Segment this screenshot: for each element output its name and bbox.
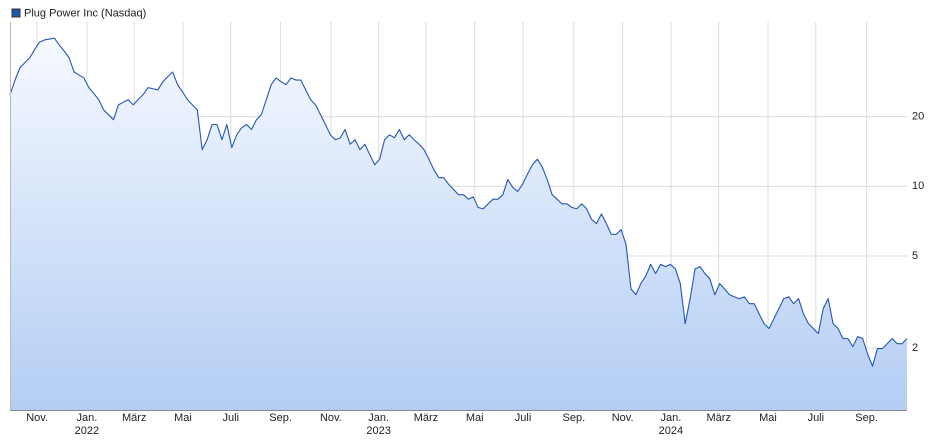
x-year-label: 2023: [366, 425, 390, 437]
x-year-label: 2024: [659, 425, 683, 437]
x-tick-label: Sep.: [855, 412, 878, 424]
x-tick-label: März: [414, 412, 438, 424]
legend-swatch: [11, 8, 21, 18]
legend-label: Plug Power Inc (Nasdaq): [24, 7, 146, 19]
x-tick-label: Sep.: [563, 412, 586, 424]
x-year-label: 2022: [75, 425, 99, 437]
line: [9, 37, 908, 367]
x-tick-label: März: [122, 412, 146, 424]
y-tick-label: 2: [912, 342, 918, 354]
y-tick-label: 10: [912, 180, 924, 192]
x-tick-label: Mai: [174, 412, 192, 424]
x-tick-label: Sep.: [269, 412, 292, 424]
x-tick-label: Jan.: [661, 412, 682, 424]
x-tick-label: Jan.: [368, 412, 389, 424]
x-tick-label: Mai: [466, 412, 484, 424]
x-tick-label: Nov.: [612, 412, 634, 424]
x-tick-label: Nov.: [320, 412, 342, 424]
y-tick-label: 5: [912, 250, 918, 262]
x-tick-label: Juli: [808, 412, 825, 424]
area: [10, 38, 907, 411]
y-tick-label: 20: [912, 111, 924, 123]
x-tick-label: März: [707, 412, 731, 424]
x-tick-label: Juli: [515, 412, 532, 424]
x-tick-label: Jan.: [76, 412, 97, 424]
x-tick-label: Nov.: [26, 412, 48, 424]
x-tick-label: Mai: [759, 412, 777, 424]
x-tick-label: Juli: [223, 412, 240, 424]
